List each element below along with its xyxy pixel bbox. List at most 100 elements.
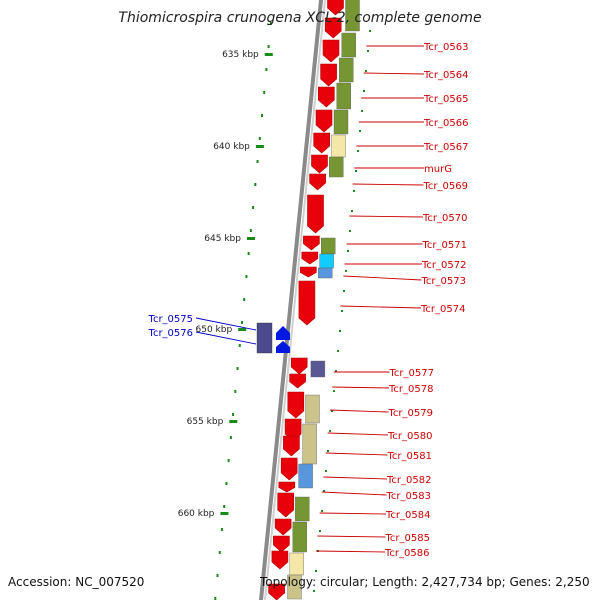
scale-dot bbox=[240, 321, 243, 324]
gene-arrow bbox=[298, 280, 316, 326]
gene-label: Tcr_0569 bbox=[423, 181, 468, 192]
scale-dot bbox=[245, 275, 248, 278]
scale-dot bbox=[216, 574, 219, 577]
cog-track-dot bbox=[341, 310, 343, 312]
gene-arrow bbox=[283, 435, 300, 457]
cog-track-dot bbox=[319, 530, 321, 532]
gene-arrow bbox=[311, 154, 328, 174]
map-title: Thiomicrospira crunogena XCL-2, complete… bbox=[118, 10, 482, 26]
cog-class-box bbox=[341, 32, 356, 58]
scale-dot bbox=[229, 436, 232, 439]
cog-track-dot bbox=[323, 490, 325, 492]
cog-track-dot bbox=[313, 590, 315, 592]
cog-track-dot bbox=[327, 450, 329, 452]
gene-label: Tcr_0567 bbox=[423, 142, 468, 153]
gene-leader-line bbox=[317, 535, 386, 538]
genome-backbone bbox=[258, 0, 324, 600]
gene-arrow bbox=[274, 518, 292, 536]
scale-dot bbox=[252, 206, 255, 209]
cog-track-dot bbox=[331, 410, 333, 412]
cog-track-dot bbox=[329, 430, 331, 432]
scale-dot bbox=[267, 45, 270, 48]
scale-dot bbox=[225, 482, 228, 485]
scale-label: 645 kbp bbox=[204, 234, 241, 244]
cog-class-box bbox=[321, 237, 336, 255]
scale-dot bbox=[260, 114, 263, 117]
gene-arrow bbox=[307, 194, 324, 234]
cog-class-box bbox=[331, 134, 346, 158]
cog-track-dot bbox=[349, 230, 351, 232]
cog-track-dot bbox=[321, 510, 323, 512]
gene-arrow bbox=[300, 266, 317, 278]
scale-dot bbox=[223, 505, 226, 508]
gene-arrow bbox=[303, 235, 320, 251]
scale-tick bbox=[238, 328, 247, 331]
cog-track-dot bbox=[365, 70, 367, 72]
scale-tick bbox=[229, 420, 238, 423]
gene-arrow-reverse bbox=[276, 326, 290, 340]
gene-arrow bbox=[322, 39, 340, 63]
scale-dot bbox=[232, 413, 235, 416]
gene-leader-line bbox=[315, 550, 386, 553]
cog-track-dot bbox=[337, 350, 339, 352]
cog-track-dot bbox=[343, 290, 345, 292]
gene-label: Tcr_0578 bbox=[388, 384, 433, 395]
gene-label: Tcr_0586 bbox=[384, 548, 429, 559]
gene-arrow bbox=[280, 457, 298, 481]
gene-label: Tcr_0566 bbox=[423, 118, 468, 129]
cog-class-box bbox=[319, 253, 334, 269]
gene-label: Tcr_0563 bbox=[423, 42, 468, 53]
gene-leader-line bbox=[323, 476, 388, 480]
topology-summary: Topology: circular; Length: 2,427,734 bp… bbox=[260, 575, 590, 589]
scale-dot bbox=[227, 459, 230, 462]
gene-arrow bbox=[271, 550, 289, 570]
gene-arrow bbox=[273, 535, 290, 553]
scale-tick bbox=[264, 53, 273, 56]
cog-class-box bbox=[318, 267, 333, 279]
gene-label: Tcr_0577 bbox=[389, 368, 434, 379]
cog-track-dot bbox=[367, 50, 369, 52]
scale-dot bbox=[243, 298, 246, 301]
gene-label: Tcr_0571 bbox=[422, 240, 467, 251]
scale-label: 650 kbp bbox=[196, 325, 233, 335]
gene-label: Tcr_0584 bbox=[385, 510, 430, 521]
gene-leader-line bbox=[349, 215, 424, 218]
scale-dot bbox=[238, 344, 241, 347]
gene-arrow bbox=[278, 481, 296, 493]
gene-leader-line bbox=[195, 331, 257, 345]
gene-arrow bbox=[301, 251, 319, 265]
gene-arrow bbox=[315, 109, 333, 133]
cog-class-box bbox=[333, 109, 349, 135]
scale-label: 640 kbp bbox=[213, 142, 250, 152]
scale-label: 635 kbp bbox=[222, 50, 259, 60]
gene-leader-line bbox=[321, 491, 387, 496]
cog-class-box bbox=[329, 156, 344, 178]
cog-class-box bbox=[256, 322, 273, 354]
scale-dot bbox=[236, 367, 239, 370]
gene-label: Tcr_0582 bbox=[386, 475, 431, 486]
scale-tick bbox=[246, 237, 255, 240]
gene-leader-line bbox=[329, 409, 389, 413]
gene-leader-line bbox=[352, 183, 424, 186]
cog-class-box bbox=[295, 496, 310, 522]
cog-track-dot bbox=[355, 170, 357, 172]
gene-label: Tcr_0580 bbox=[387, 431, 432, 442]
gene-leader-line bbox=[325, 452, 388, 456]
gene-arrow bbox=[324, 17, 342, 39]
scale-dot bbox=[258, 137, 261, 140]
gene-leader-line bbox=[327, 432, 389, 436]
gene-arrow bbox=[290, 357, 308, 375]
scale-label: 660 kbp bbox=[178, 509, 215, 519]
scale-label: 655 kbp bbox=[187, 417, 224, 427]
backbone-shadow bbox=[263, 0, 327, 600]
scale-dot bbox=[218, 551, 221, 554]
gene-label: Tcr_0573 bbox=[421, 276, 466, 287]
gene-leader-line bbox=[340, 305, 422, 309]
cog-class-box bbox=[292, 521, 307, 553]
cog-track-dot bbox=[345, 270, 347, 272]
scale-dot bbox=[263, 91, 266, 94]
gene-arrow-reverse bbox=[276, 341, 290, 353]
cog-track-dot bbox=[359, 130, 361, 132]
cog-track-dot bbox=[357, 150, 359, 152]
